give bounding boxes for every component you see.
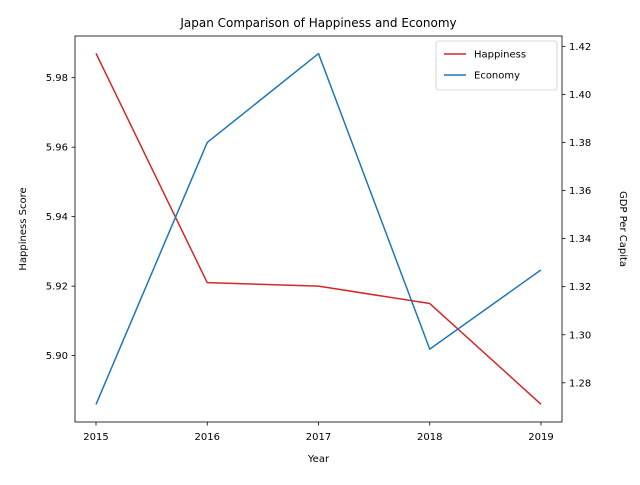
right-y-tick-label: 1.28 bbox=[569, 378, 591, 389]
right-y-tick-label: 1.42 bbox=[569, 42, 591, 53]
left-y-tick-label: 5.90 bbox=[46, 351, 68, 362]
right-y-tick-label: 1.30 bbox=[569, 330, 591, 341]
x-tick-label: 2015 bbox=[83, 432, 108, 443]
x-tick-label: 2019 bbox=[528, 432, 553, 443]
chart-title: Japan Comparison of Happiness and Econom… bbox=[179, 16, 456, 30]
right-y-tick-label: 1.38 bbox=[569, 138, 591, 149]
legend: Happiness Economy bbox=[435, 40, 558, 91]
right-y-tick-label: 1.40 bbox=[569, 90, 591, 101]
series-line-happiness bbox=[95, 53, 542, 405]
right-y-tick-label: 1.34 bbox=[569, 234, 591, 245]
x-axis-label: Year bbox=[307, 454, 330, 465]
left-y-tick-label: 5.94 bbox=[46, 212, 68, 223]
plot-area bbox=[95, 52, 542, 405]
legend-label-economy: Economy bbox=[474, 71, 520, 82]
left-y-axis-label: Happiness Score bbox=[18, 187, 29, 270]
left-y-tick-label: 5.98 bbox=[46, 73, 68, 84]
legend-box bbox=[435, 40, 558, 91]
right-y-axis-label: GDP Per Capita bbox=[617, 191, 628, 267]
x-tick-label: 2018 bbox=[417, 432, 442, 443]
right-y-tick-label: 1.32 bbox=[569, 282, 591, 293]
legend-label-happiness: Happiness bbox=[474, 50, 526, 61]
left-y-tick-label: 5.92 bbox=[46, 282, 68, 293]
x-tick-label: 2017 bbox=[306, 432, 331, 443]
left-y-tick-label: 5.96 bbox=[46, 143, 68, 154]
x-tick-label: 2016 bbox=[195, 432, 220, 443]
right-y-tick-label: 1.36 bbox=[569, 186, 591, 197]
series-line-economy bbox=[95, 52, 542, 405]
